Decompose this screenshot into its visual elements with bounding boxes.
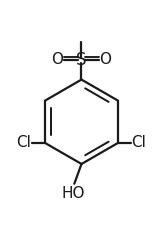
Text: HO: HO (62, 186, 85, 201)
Text: Cl: Cl (132, 135, 146, 150)
Text: S: S (76, 51, 87, 69)
Text: Cl: Cl (17, 135, 31, 150)
Text: O: O (52, 52, 64, 67)
Text: O: O (99, 52, 111, 67)
